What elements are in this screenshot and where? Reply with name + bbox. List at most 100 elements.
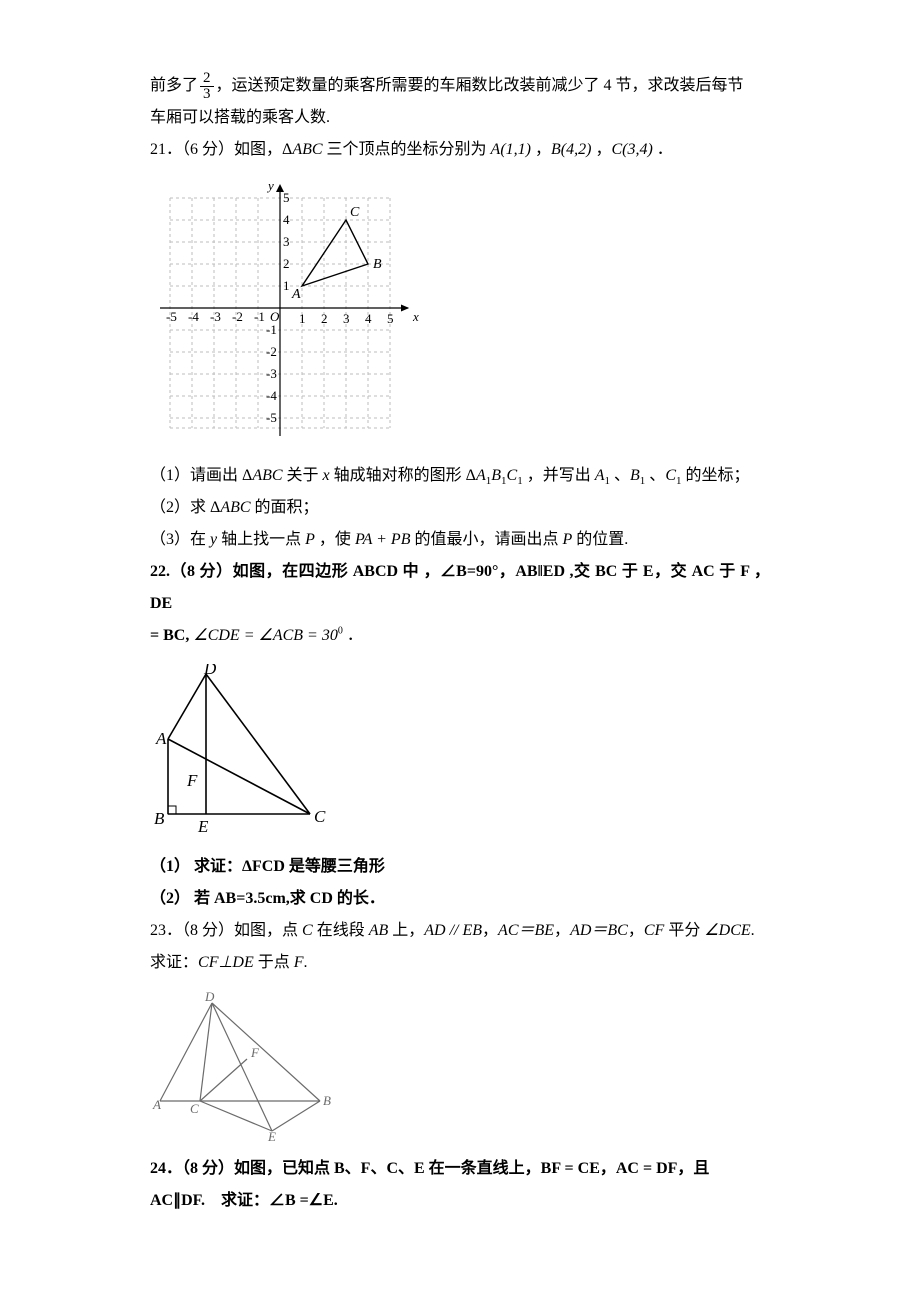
q23-ACBE: AC＝BE [498,922,554,939]
svg-text:D: D [204,991,215,1004]
q23-svg: A B C D E F [150,991,340,1141]
q23-stem: 23．（8 分）如图，点 C 在线段 AB 上，AD // EB，AC＝BE，A… [150,915,770,947]
q23-DCE: ∠DCE [704,922,750,939]
q21-p1-d: ，并写出 [523,467,595,484]
q22-stem-line1: 22.（8 分）如图，在四边形 ABCD 中 ，∠B=90°，AB‖ED ,交 … [150,556,770,620]
q21-tri: ΔABC [282,141,323,158]
q23-l2d: F [294,954,304,971]
q21-p1-tri1: ΔA1B1C1 [466,467,523,484]
svg-text:5: 5 [283,190,290,205]
q23-figure: A B C D E F [150,991,770,1141]
svg-text:B: B [323,1093,331,1108]
svg-text:-2: -2 [266,344,277,359]
q22-p2: （2） 若 AB=3.5cm,求 CD 的长． [150,883,770,915]
q22-svg: A B E C D F [150,664,340,839]
q21-p1-c: 轴成轴对称的图形 [330,467,466,484]
q21-p3-P1: P [305,531,315,548]
svg-text:-2: -2 [232,309,243,324]
q21-p3-P2: P [563,531,573,548]
q23-line2: 求证：CF⊥DE 于点 F. [150,947,770,979]
q20-frac: 23 [200,71,214,102]
q22-stem-line2: = BC, ∠CDE = ∠ACB = 300 ． [150,620,770,652]
q22-stem-a: 22.（8 分）如图，在四边形 ABCD 中 ，∠B=90°，AB‖ED ,交 … [150,563,770,612]
q21-C: C(3,4) [611,141,652,158]
q21-A: A(1,1) [491,141,531,158]
q23-AB: AB [369,922,389,939]
q22-lab-C: C [314,807,326,826]
q20-tail-a: 前多了 [150,77,198,94]
q21-p1-tri: ΔABC [242,467,283,484]
q21-p3-b: 轴上找一点 [217,531,305,548]
q21-p1: （1）请画出 ΔABC 关于 x 轴成轴对称的图形 ΔA1B1C1 ，并写出 A… [150,460,770,492]
svg-text:-1: -1 [266,322,277,337]
q22-lab-B: B [154,809,165,828]
q21-p3-c: ，使 [315,531,355,548]
svg-text:y: y [266,178,274,193]
q21-p2: （2）求 ΔABC 的面积； [150,492,770,524]
label-C: C [350,205,360,220]
q22-labels: A B E C D F [154,664,326,836]
q20-frac-den: 3 [200,87,214,102]
svg-text:E: E [267,1129,276,1141]
q22-stem-b: = BC, [150,627,193,644]
q20-tail-b: ，运送预定数量的乘客所需要的车厢数比改装前减少了 4 节，求改装后每节 [216,77,744,94]
label-A: A [291,287,301,302]
q23-e: ， [554,922,570,939]
q22-tail: ． [343,627,363,644]
q23-ADBC: AD＝BC [570,922,628,939]
q21-p1-x: x [323,467,330,484]
svg-text:-3: -3 [210,309,221,324]
svg-text:-4: -4 [266,388,277,403]
svg-text:x: x [412,309,419,324]
q23-l2b: CF⊥DE [198,954,254,971]
q21-grid-svg: -5 -4 -3 -2 -1 O 1 2 3 4 5 1 2 3 4 5 -1 … [150,178,430,448]
svg-text:2: 2 [283,256,290,271]
q23-c: 上， [388,922,424,939]
q21-p1-a: （1）请画出 [150,467,242,484]
q24-line1: 24．（8 分）如图，已知点 B、F、C、E 在一条直线上，BF = CE，AC… [150,1153,770,1185]
q23-CF: CF [644,922,664,939]
svg-text:1: 1 [299,311,306,326]
svg-text:C: C [190,1101,199,1116]
svg-text:5: 5 [387,311,394,326]
q21-p3-a: （3）在 [150,531,210,548]
svg-text:-3: -3 [266,366,277,381]
q22-p1: （1） 求证：ΔFCD 是等腰三角形 [150,851,770,883]
q23-d: ， [482,922,498,939]
q23-h: . [751,922,755,939]
q23-f: ， [628,922,644,939]
right-angle-mark [168,806,176,814]
svg-text:4: 4 [283,212,290,227]
q21-stem: 21．（6 分）如图，ΔABC 三个顶点的坐标分别为 A(1,1) ，B(4,2… [150,134,770,166]
q23-a: 23．（8 分）如图，点 [150,922,302,939]
q21-tail: ． [653,141,673,158]
q23-b: 在线段 [313,922,369,939]
q21-sep2: ， [591,141,611,158]
svg-text:4: 4 [365,311,372,326]
q21-p3-e: 的位置. [572,531,628,548]
svg-text:-4: -4 [188,309,199,324]
q20-tail-line1: 前多了23，运送预定数量的乘客所需要的车厢数比改装前减少了 4 节，求改装后每节 [150,70,770,102]
q22-lab-F: F [186,771,198,790]
label-B: B [373,257,382,272]
q21-p1-B1: B [630,467,640,484]
svg-text:3: 3 [283,234,290,249]
svg-text:F: F [250,1045,260,1060]
q21-p2-a: （2）求 [150,499,210,516]
q22-angle: ∠CDE = ∠ACB = 30 [193,627,338,644]
q21-p3-d: 的值最小，请画出点 [410,531,562,548]
q21-p2-tri: ΔABC [210,499,251,516]
svg-text:-5: -5 [266,410,277,425]
q21-B: B(4,2) [551,141,591,158]
q21-figure: -5 -4 -3 -2 -1 O 1 2 3 4 5 1 2 3 4 5 -1 … [150,178,770,448]
svg-text:-5: -5 [166,309,177,324]
q21-p3-expr: PA + PB [355,531,411,548]
q20-tail-line2: 车厢可以搭载的乘客人数. [150,102,770,134]
q22-lines [168,674,310,814]
svg-text:2: 2 [321,311,328,326]
q21-stem-a: 21．（6 分）如图， [150,141,282,158]
q21-stem-b: 三个顶点的坐标分别为 [323,141,491,158]
svg-text:1: 1 [283,278,290,293]
q21-p2-b: 的面积； [251,499,319,516]
q22-figure: A B E C D F [150,664,770,839]
